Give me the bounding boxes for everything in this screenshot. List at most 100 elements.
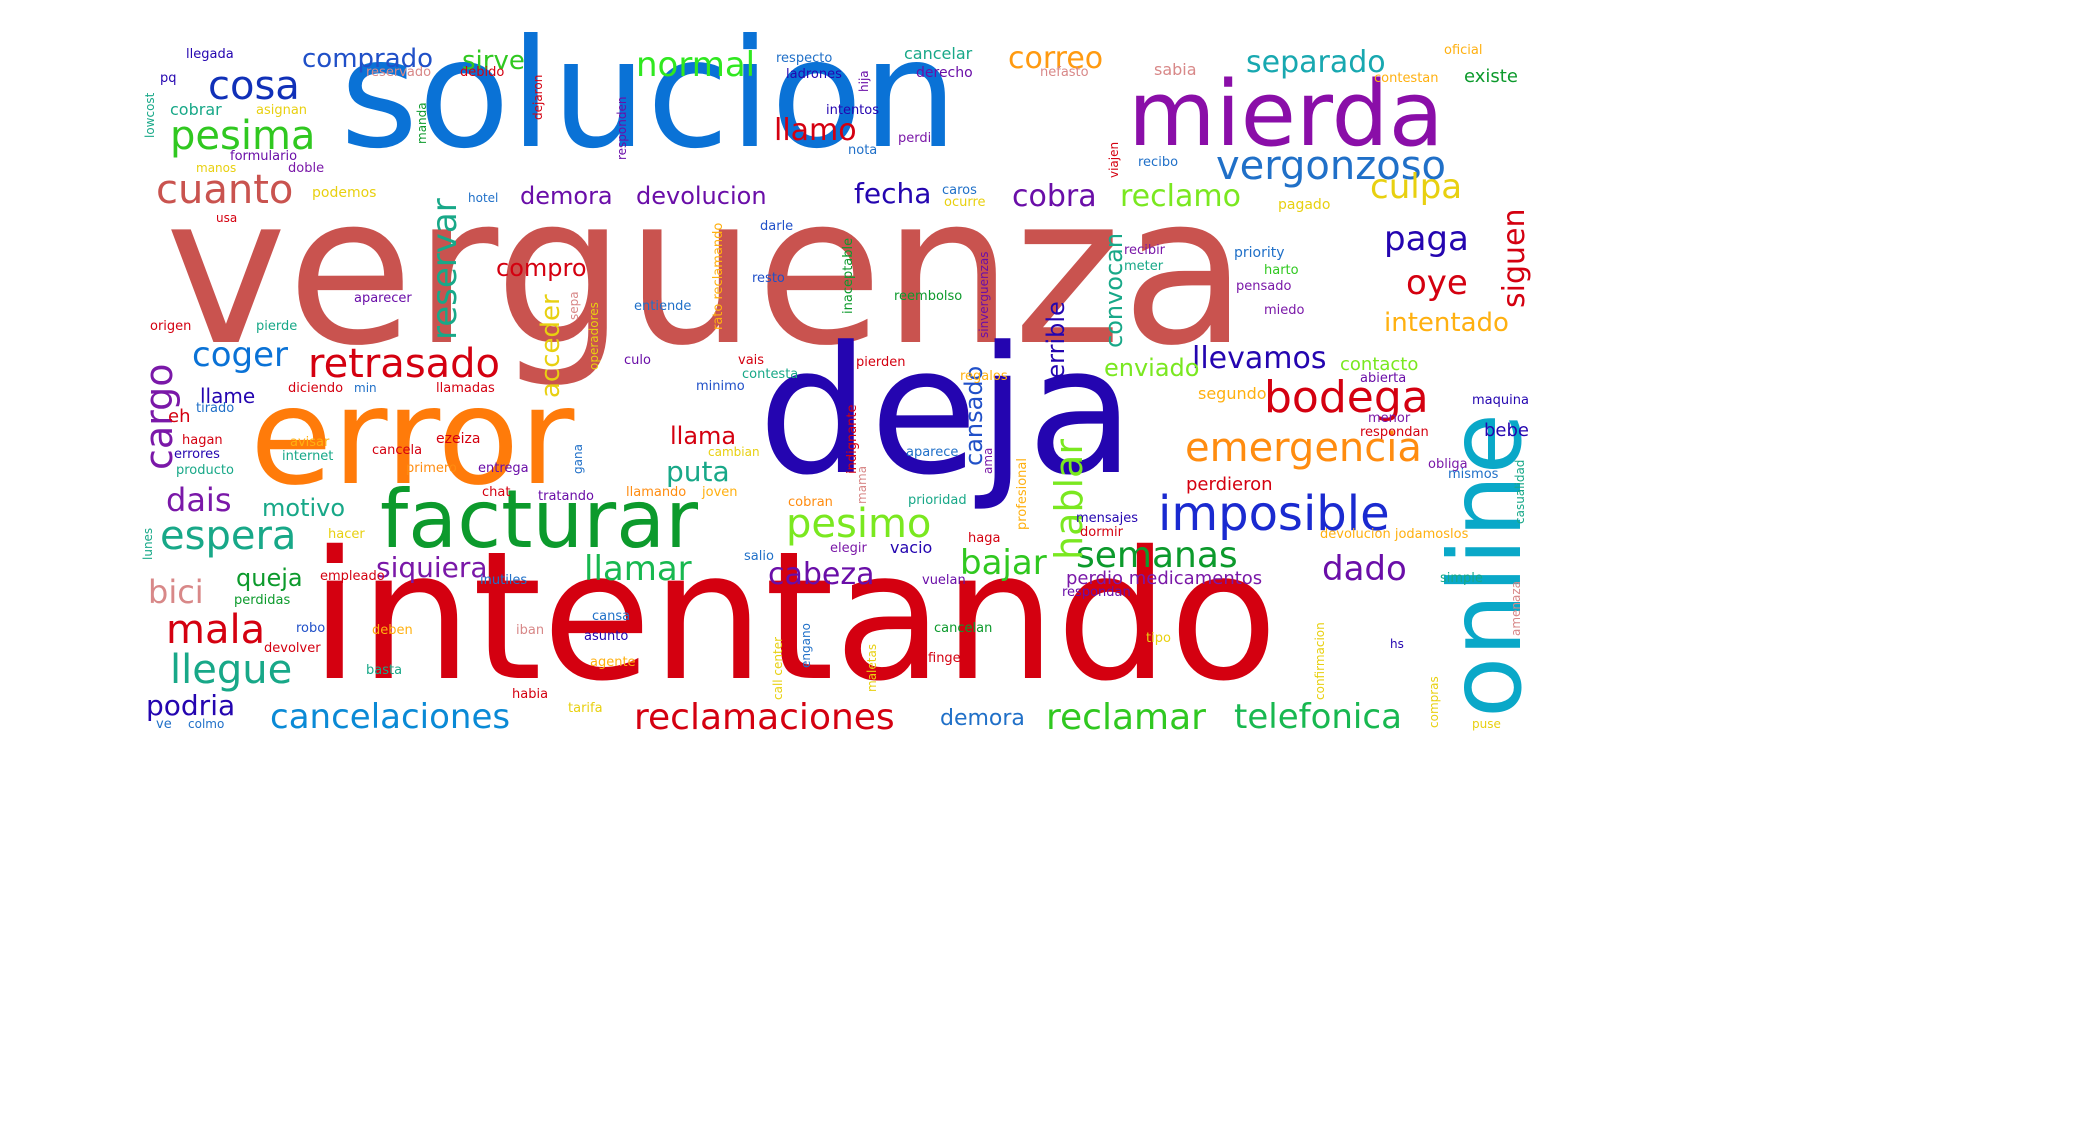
cloud-word: aparecer <box>354 291 412 306</box>
cloud-word: primero <box>406 461 457 476</box>
cloud-word: tirado <box>196 401 235 416</box>
cloud-word: manda <box>415 102 429 144</box>
cloud-word: salio <box>744 549 774 564</box>
cloud-word: reclamar <box>1046 697 1206 738</box>
cloud-word: obliga <box>1428 457 1468 472</box>
cloud-word: llegada <box>186 47 234 62</box>
cloud-word: minimo <box>696 379 745 394</box>
cloud-word: vergonzoso <box>1216 143 1447 189</box>
cloud-word: cancelan <box>934 621 993 636</box>
cloud-word: cansa <box>592 609 631 624</box>
cloud-word: podria <box>146 689 236 722</box>
cloud-word: inutiles <box>480 573 528 588</box>
cloud-word: mama <box>855 465 869 504</box>
cloud-word: asignan <box>256 103 308 118</box>
cloud-word: cobrar <box>170 100 222 119</box>
cloud-word: debido <box>460 65 505 80</box>
cloud-word: verguenza <box>165 151 1248 391</box>
cloud-word: finger <box>928 651 967 666</box>
cloud-word: iban <box>516 623 545 638</box>
cloud-word: eh <box>168 406 191 427</box>
cloud-word: colmo <box>188 717 225 731</box>
cloud-word: deja <box>758 309 1135 514</box>
cloud-word: basta <box>366 663 403 678</box>
cloud-word: pagado <box>1278 197 1331 213</box>
cloud-word: abierta <box>1360 371 1407 386</box>
cloud-word: puse <box>1472 717 1501 731</box>
cloud-word: ama <box>981 447 995 474</box>
cloud-word: pesimo <box>786 501 932 547</box>
cloud-word: casualidad <box>1513 459 1527 524</box>
cloud-word: acceder <box>536 294 566 398</box>
cloud-word: cabeza <box>768 557 875 592</box>
cloud-word: cancelaciones <box>270 697 511 737</box>
cloud-word: agente <box>590 655 636 670</box>
cloud-word: menor <box>1368 411 1411 426</box>
cloud-word: tipo <box>1146 631 1171 646</box>
cloud-word: bebe <box>1484 420 1529 441</box>
cloud-word: responden <box>615 96 629 160</box>
cloud-word: priority <box>1234 245 1285 261</box>
cloud-word: existe <box>1464 66 1518 87</box>
cloud-word: intentando <box>310 513 1278 720</box>
cloud-word: joven <box>702 485 738 500</box>
cloud-word: mala <box>166 607 266 653</box>
cloud-word: recibir <box>1124 243 1166 258</box>
cloud-word: formulario <box>230 149 298 164</box>
cloud-word: enviado <box>1104 354 1200 382</box>
cloud-word: asunto <box>584 629 629 644</box>
cloud-word: respecto <box>776 51 833 66</box>
cloud-word: caros <box>942 183 977 198</box>
cloud-word: llegue <box>170 647 293 693</box>
cloud-word: reembolso <box>894 289 963 304</box>
cloud-word: reservado <box>366 65 432 80</box>
cloud-word: demora <box>940 706 1025 731</box>
cloud-word: compro <box>496 254 587 282</box>
cloud-word: perdidas <box>234 593 291 608</box>
cloud-word: terrible <box>1042 301 1070 388</box>
cloud-word: contesta <box>742 367 799 382</box>
cloud-word: fecha <box>854 177 932 210</box>
cloud-word: hija <box>857 70 871 92</box>
cloud-word: diciendo <box>288 381 344 396</box>
cloud-word: cobran <box>788 495 833 510</box>
cloud-word: ocurre <box>944 195 986 210</box>
cloud-word: telefonica <box>1234 697 1402 737</box>
cloud-word: indignante <box>845 404 860 474</box>
cloud-word: tarifa <box>568 701 603 716</box>
cloud-word: reservar <box>425 198 465 340</box>
cloud-word: deben <box>372 623 413 638</box>
cloud-word: llamando <box>626 485 687 500</box>
cloud-word: min <box>354 381 377 395</box>
cloud-word: ladrones <box>786 67 842 82</box>
cloud-word: podemos <box>312 185 377 201</box>
cloud-word: engano <box>799 623 813 668</box>
cloud-word: darle <box>760 219 794 234</box>
cloud-word: maquina <box>1472 393 1529 408</box>
cloud-word: miedo <box>1264 303 1305 318</box>
cloud-word: producto <box>176 463 234 478</box>
cloud-word: hacer <box>328 527 365 542</box>
cloud-word: semanas <box>1076 535 1238 576</box>
cloud-word: tratando <box>538 489 594 504</box>
cloud-word: habia <box>512 687 549 702</box>
cloud-word: meter <box>1124 259 1164 274</box>
cloud-word: origen <box>150 319 192 334</box>
cloud-word: demora <box>520 182 613 210</box>
cloud-word: harto <box>1264 263 1299 278</box>
cloud-word: derecho <box>916 65 973 81</box>
cloud-word: nefasto <box>1040 65 1089 80</box>
cloud-word: hagan <box>182 433 223 448</box>
cloud-word: cambian <box>708 445 760 459</box>
cloud-word: bajar <box>960 543 1047 583</box>
cloud-word: amenaza <box>1509 580 1523 636</box>
cloud-word: llamo <box>774 113 857 148</box>
cloud-word: segundo <box>1198 384 1267 403</box>
cloud-word: inaceptable <box>841 237 856 314</box>
cloud-word: hotel <box>468 191 499 205</box>
cloud-word: viajen <box>1107 141 1121 178</box>
cloud-word: cancela <box>372 443 423 458</box>
cloud-word: dais <box>166 481 232 519</box>
cloud-word: cosa <box>208 63 300 109</box>
cloud-word: respondan <box>1360 425 1429 440</box>
